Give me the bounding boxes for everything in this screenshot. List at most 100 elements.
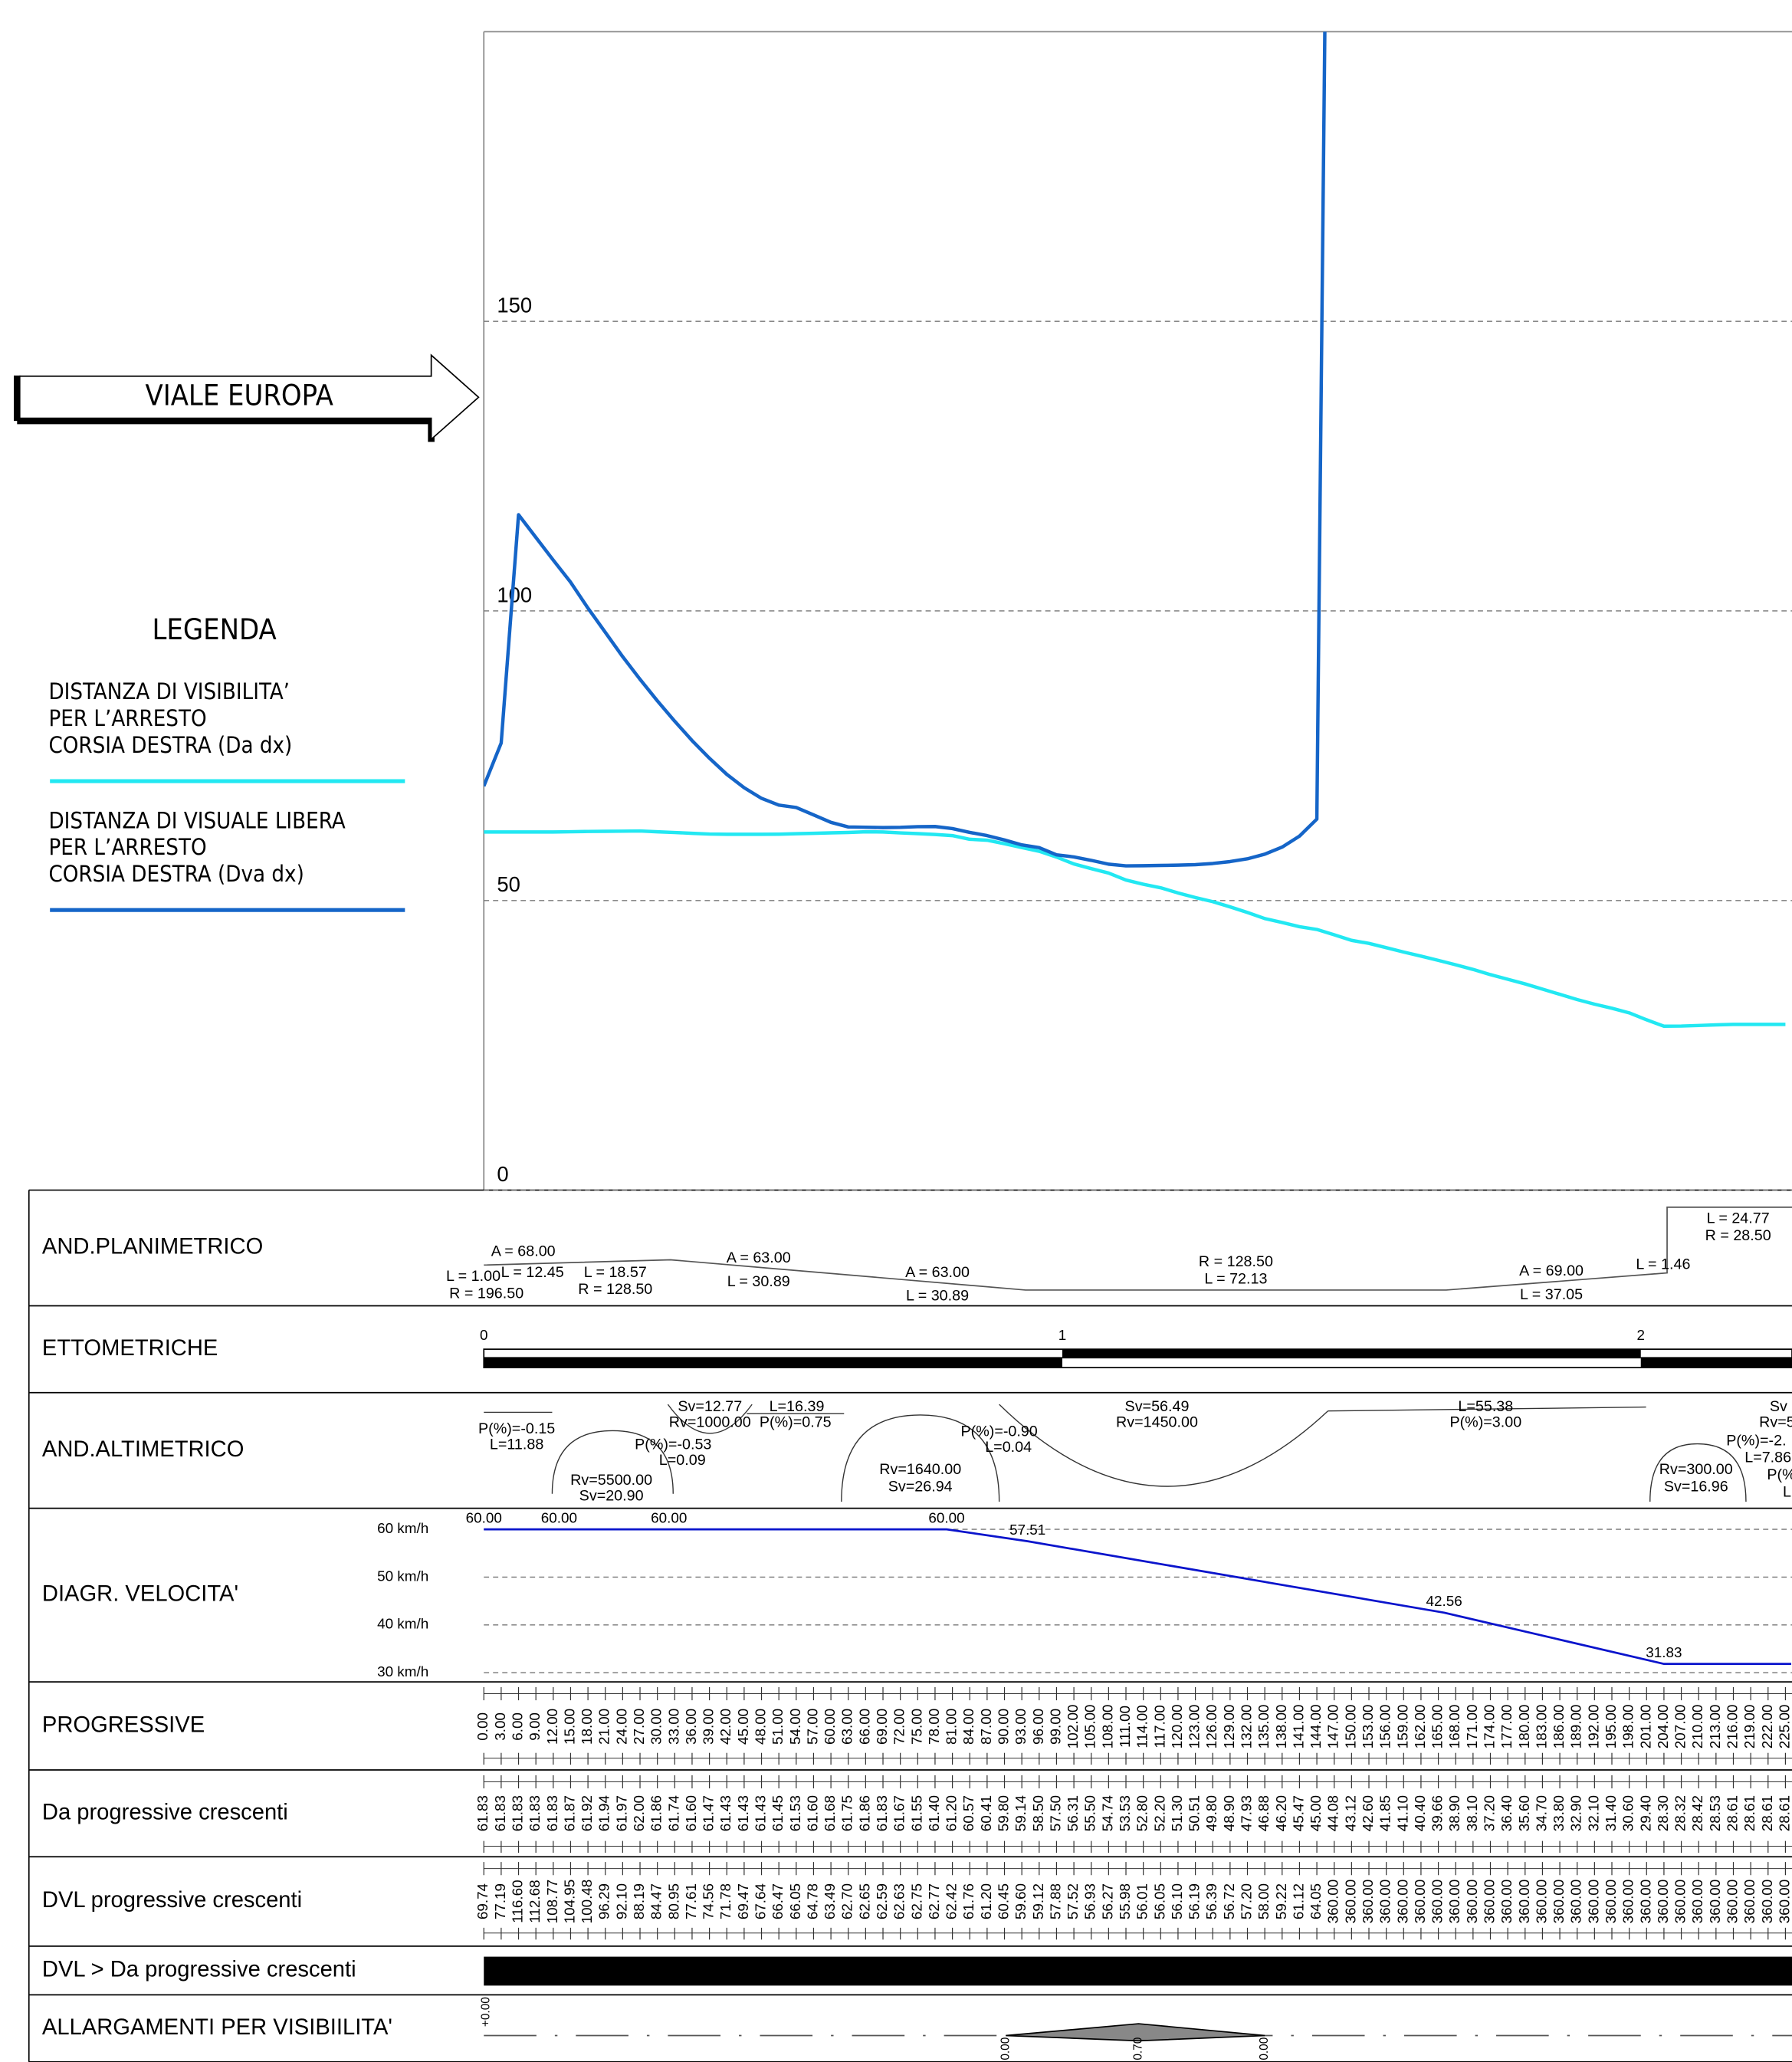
x-tick-label: 144.00: [1308, 1705, 1324, 1749]
x-tick-label: 138.00: [1273, 1705, 1289, 1749]
planimetric-label: R = 28.50: [1705, 1227, 1771, 1244]
table-value: 52.20: [1151, 1795, 1167, 1831]
x-tick-label: 111.00: [1117, 1706, 1133, 1748]
altimetric-label: P(%)=-0.15: [478, 1420, 555, 1437]
x-tick-label: 186.00: [1551, 1705, 1567, 1749]
table-value: 61.94: [596, 1795, 612, 1831]
x-tick-label: 195.00: [1603, 1705, 1619, 1749]
table-value: 62.65: [856, 1883, 872, 1919]
table-value: 49.80: [1203, 1795, 1219, 1831]
altimetric-label: P(%)=-2.: [1726, 1432, 1786, 1449]
x-tick-label: 189.00: [1568, 1705, 1584, 1749]
table-value: 38.10: [1464, 1795, 1480, 1831]
table-value: 43.12: [1342, 1795, 1358, 1831]
table-value: 50.51: [1186, 1795, 1203, 1831]
altimetric-label: L=0.09: [659, 1452, 706, 1469]
table-value: 69.74: [474, 1883, 491, 1919]
table-value: 360.00: [1759, 1880, 1775, 1924]
table-value: 61.43: [753, 1795, 769, 1831]
table-value: 360.00: [1394, 1880, 1410, 1924]
x-tick-label: 18.00: [579, 1709, 595, 1745]
x-tick-label: 159.00: [1394, 1705, 1410, 1749]
x-tick-label: 51.00: [770, 1709, 786, 1745]
planimetric-label: L = 30.89: [727, 1273, 790, 1290]
x-tick-label: 219.00: [1741, 1705, 1758, 1749]
x-tick-label: 165.00: [1429, 1705, 1446, 1749]
x-tick-label: 201.00: [1637, 1705, 1653, 1749]
table-value: 28.61: [1776, 1795, 1792, 1831]
x-tick-label: 93.00: [1013, 1709, 1029, 1745]
bar-segment: [1062, 1349, 1641, 1359]
altimetric-label: P(%)=-0.53: [635, 1437, 711, 1453]
table-value: 360.00: [1551, 1880, 1567, 1924]
table-value: 360.00: [1464, 1880, 1480, 1924]
planimetric-label: A = 63.00: [727, 1249, 791, 1266]
table-value: 55.98: [1117, 1883, 1133, 1919]
table-value: 57.20: [1238, 1883, 1254, 1919]
x-tick-label: 36.00: [683, 1709, 699, 1745]
table-value: 61.45: [770, 1795, 786, 1831]
table-value: 28.61: [1724, 1795, 1740, 1831]
table-value: 61.47: [701, 1795, 717, 1831]
altimetric-label: Rv=1640.00: [879, 1461, 961, 1478]
table-value: 360.00: [1360, 1880, 1376, 1924]
x-tick-label: 33.00: [665, 1709, 681, 1745]
planimetric-label: A = 63.00: [905, 1264, 970, 1281]
x-tick-label: 63.00: [839, 1709, 855, 1745]
table-value: 360.00: [1325, 1880, 1341, 1924]
x-tick-label: 198.00: [1620, 1705, 1636, 1749]
table-value: 42.60: [1360, 1795, 1376, 1831]
table-value: 61.20: [944, 1795, 960, 1831]
table-value: 47.93: [1238, 1795, 1254, 1831]
x-tick-label: 180.00: [1516, 1705, 1532, 1749]
x-tick-label: 60.00: [822, 1709, 838, 1745]
y-tick-label: 150: [497, 294, 532, 317]
x-tick-label: 78.00: [926, 1709, 942, 1745]
table-value: 69.47: [735, 1883, 751, 1919]
x-tick-label: 114.00: [1134, 1705, 1150, 1748]
x-tick-label: 48.00: [753, 1709, 769, 1745]
table-value: 61.83: [492, 1795, 508, 1831]
x-tick-label: 0.00: [474, 1712, 491, 1741]
widening-shape: [1006, 2023, 1265, 2042]
table-value: 61.83: [527, 1795, 543, 1831]
table-value: 56.05: [1151, 1883, 1167, 1919]
x-tick-label: 108.00: [1099, 1705, 1115, 1749]
x-tick-label: 3.00: [492, 1712, 508, 1741]
x-tick-label: 156.00: [1377, 1705, 1393, 1749]
table-value: 28.61: [1759, 1795, 1775, 1831]
x-tick-label: 15.00: [561, 1709, 577, 1745]
x-tick-label: 183.00: [1533, 1705, 1549, 1749]
widening: [484, 2023, 1792, 2042]
table-value: 62.42: [944, 1883, 960, 1919]
table-value: 28.61: [1741, 1795, 1758, 1831]
x-tick-label: 177.00: [1498, 1705, 1515, 1749]
x-tick-label: 27.00: [631, 1709, 647, 1745]
table-value: 61.43: [717, 1795, 734, 1831]
table-value: 61.20: [978, 1883, 994, 1919]
table-value: 58.00: [1255, 1883, 1272, 1919]
table-value: 67.64: [753, 1883, 769, 1919]
x-tick-label: 66.00: [856, 1709, 872, 1745]
hectometer-label: 0: [480, 1327, 487, 1343]
table-value: 31.40: [1603, 1795, 1619, 1831]
x-tick-label: 168.00: [1446, 1705, 1462, 1749]
table-value: 61.83: [510, 1795, 526, 1831]
x-tick-label: 117.00: [1151, 1705, 1167, 1748]
table-value: 61.67: [891, 1795, 907, 1831]
table-value: 360.00: [1689, 1880, 1705, 1924]
planimetric-profile: [484, 1206, 1792, 1291]
speed-label: 31.83: [1646, 1644, 1682, 1660]
x-tick-label: 132.00: [1238, 1705, 1254, 1749]
altimetric-label: L=0.04: [985, 1439, 1032, 1456]
x-tick-label: 147.00: [1325, 1705, 1341, 1749]
table-value: 35.60: [1516, 1795, 1532, 1831]
table-value: 62.00: [631, 1795, 647, 1831]
table-value: 61.92: [579, 1795, 595, 1831]
table-value: 28.32: [1672, 1795, 1689, 1831]
table-value: 61.74: [665, 1795, 681, 1831]
speed-label: 60.00: [541, 1509, 577, 1525]
table-value: 77.61: [683, 1883, 699, 1919]
altimetric-label: Sv=56.49: [1125, 1398, 1190, 1415]
